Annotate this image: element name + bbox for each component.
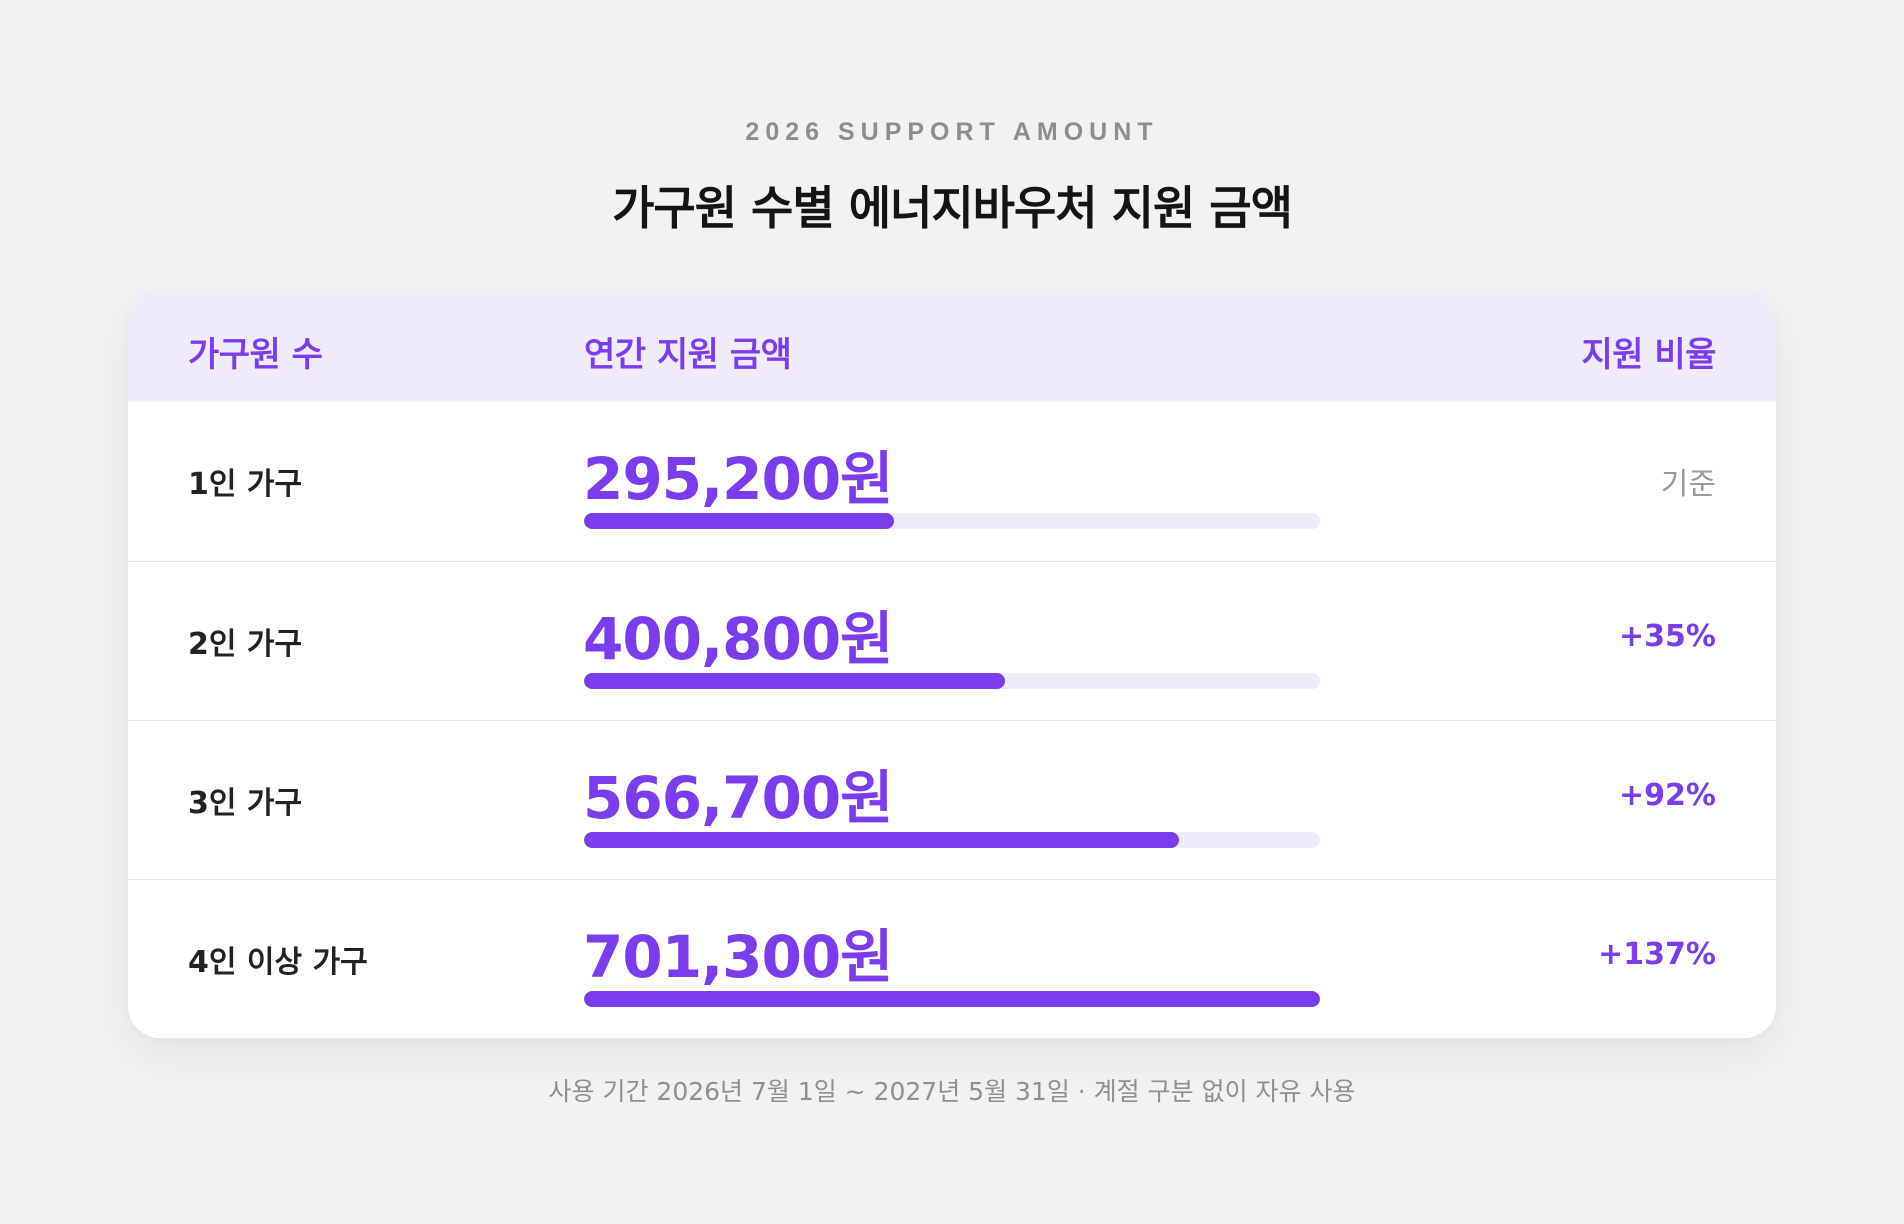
ratio-value: 기준 <box>1660 467 1716 502</box>
amount-value: 400,800원 <box>583 605 894 673</box>
page-title: 가구원 수별 에너지바우처 지원 금액 <box>612 181 1293 235</box>
table-body: 1인 가구 295,200원 기준 2인 가구 400,800원 +35% 3인… <box>128 402 1776 1038</box>
household-label: 3인 가구 <box>188 786 303 821</box>
amount-bar-fill <box>584 991 1320 1007</box>
ratio-value: +35% <box>1619 619 1716 654</box>
amount-bar-track <box>584 991 1320 1007</box>
usage-period-note: 사용 기간 2026년 7월 1일 ~ 2027년 5월 31일 · 계절 구분… <box>548 1077 1356 1106</box>
table-header: 가구원 수 연간 지원 금액 지원 비율 <box>128 291 1776 402</box>
amount-bar-track <box>584 832 1320 848</box>
amount-bar-track <box>584 673 1320 689</box>
ratio-value: +92% <box>1619 778 1716 813</box>
table-row: 4인 이상 가구 701,300원 +137% <box>128 879 1776 1038</box>
support-amount-card: 가구원 수 연간 지원 금액 지원 비율 1인 가구 295,200원 기준 2… <box>128 291 1776 1038</box>
column-header-household: 가구원 수 <box>188 335 323 375</box>
amount-bar-fill <box>584 513 894 529</box>
amount-bar-track <box>584 513 1320 529</box>
ratio-value: +137% <box>1598 937 1716 972</box>
amount-value: 701,300원 <box>583 923 894 991</box>
amount-value: 566,700원 <box>583 764 894 832</box>
column-header-ratio: 지원 비율 <box>1581 335 1717 375</box>
table-row: 1인 가구 295,200원 기준 <box>128 402 1776 561</box>
amount-value: 295,200원 <box>583 445 894 513</box>
column-header-amount: 연간 지원 금액 <box>584 335 792 375</box>
household-label: 4인 이상 가구 <box>188 945 368 980</box>
amount-bar-fill <box>584 673 1005 689</box>
table-row: 2인 가구 400,800원 +35% <box>128 561 1776 720</box>
household-label: 1인 가구 <box>188 467 303 502</box>
amount-bar-fill <box>584 832 1179 848</box>
eyebrow-label: 2026 SUPPORT AMOUNT <box>745 118 1159 146</box>
household-label: 2인 가구 <box>188 627 303 662</box>
table-row: 3인 가구 566,700원 +92% <box>128 720 1776 879</box>
